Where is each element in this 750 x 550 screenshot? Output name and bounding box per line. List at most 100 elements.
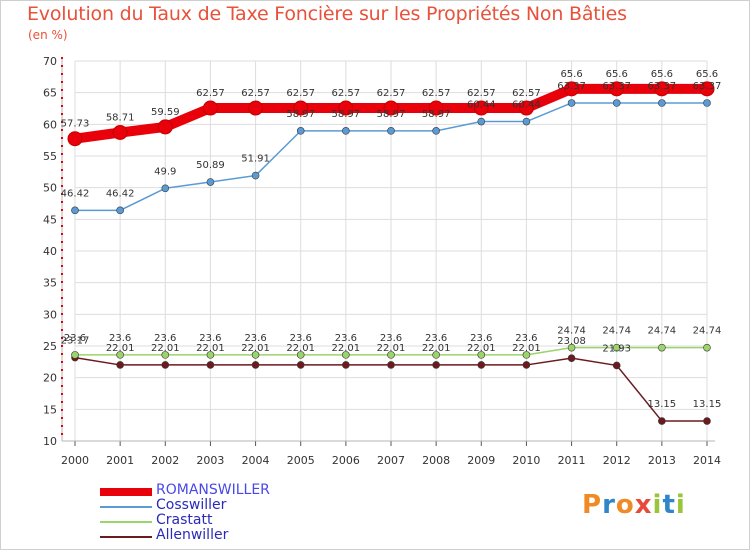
data-label: 23.6 bbox=[64, 333, 86, 344]
logo-letter: o bbox=[615, 490, 635, 520]
data-label: 22.01 bbox=[151, 343, 180, 354]
data-point bbox=[432, 351, 440, 359]
logo-letter: x bbox=[634, 490, 653, 520]
data-label: 60.44 bbox=[512, 100, 541, 111]
data-point bbox=[206, 361, 215, 369]
data-label: 13.15 bbox=[693, 399, 722, 410]
data-point bbox=[477, 351, 486, 359]
data-point bbox=[567, 99, 576, 107]
y-tick-label: 60 bbox=[43, 118, 57, 131]
data-label: 23.17 bbox=[61, 336, 90, 347]
data-point bbox=[116, 206, 124, 215]
x-tick-label: 2006 bbox=[332, 454, 360, 467]
data-point bbox=[432, 361, 440, 369]
logo-letter: t bbox=[662, 490, 676, 520]
data-point bbox=[161, 184, 170, 193]
x-tick-label: 2007 bbox=[377, 454, 405, 467]
data-point bbox=[567, 343, 576, 352]
data-point bbox=[338, 100, 354, 116]
data-point bbox=[609, 81, 625, 97]
data-point bbox=[383, 100, 399, 116]
data-label: 24.74 bbox=[648, 326, 677, 337]
data-label: 23.6 bbox=[244, 333, 266, 344]
data-point bbox=[296, 361, 305, 369]
data-label: 23.6 bbox=[425, 333, 447, 344]
data-point bbox=[251, 351, 260, 359]
data-label: 22.01 bbox=[467, 343, 496, 354]
y-tick-label: 10 bbox=[43, 435, 57, 448]
data-label: 23.6 bbox=[154, 333, 176, 344]
y-tick-label: 65 bbox=[43, 87, 57, 100]
data-point bbox=[116, 361, 124, 369]
data-point bbox=[342, 127, 350, 135]
data-point bbox=[248, 100, 264, 116]
y-tick-label: 55 bbox=[43, 150, 57, 163]
y-tick-label: 15 bbox=[43, 403, 57, 416]
data-label: 63.37 bbox=[602, 81, 631, 92]
data-point bbox=[703, 343, 711, 352]
data-label: 22.01 bbox=[106, 343, 135, 354]
y-tick-label: 70 bbox=[43, 55, 57, 68]
x-tick-label: 2011 bbox=[558, 454, 586, 467]
y-tick-label: 40 bbox=[43, 245, 57, 258]
data-label: 23.6 bbox=[109, 333, 131, 344]
x-tick-label: 2002 bbox=[151, 454, 179, 467]
x-tick-label: 2012 bbox=[603, 454, 631, 467]
data-point bbox=[654, 81, 670, 97]
data-point bbox=[699, 81, 715, 97]
data-label: 58.71 bbox=[106, 113, 135, 124]
data-label: 57.73 bbox=[61, 119, 90, 130]
data-label-layer: 57.73 58.71 59.59 62.57 62.57 62.57 62.57 62.57… bbox=[61, 69, 722, 410]
data-point bbox=[703, 417, 711, 425]
data-label: 62.57 bbox=[467, 88, 496, 99]
data-label: 22.01 bbox=[422, 343, 451, 354]
legend-swatch bbox=[100, 488, 152, 496]
data-label: 22.01 bbox=[241, 343, 270, 354]
logo-letter: P bbox=[582, 490, 603, 520]
data-point bbox=[612, 99, 621, 107]
data-point bbox=[296, 351, 305, 359]
data-label: 23.6 bbox=[199, 333, 221, 344]
data-point bbox=[518, 100, 534, 116]
data-label: 65.6 bbox=[651, 69, 673, 80]
x-tick-label: 2010 bbox=[512, 454, 540, 467]
x-tick-label: 2014 bbox=[693, 454, 721, 467]
y-tick-label: 45 bbox=[43, 213, 57, 226]
y-tick-label: 25 bbox=[43, 340, 57, 353]
legend-swatch bbox=[100, 506, 152, 508]
data-point bbox=[206, 351, 215, 359]
legend-label: Cosswiller bbox=[156, 497, 227, 513]
data-point bbox=[206, 178, 215, 186]
data-point bbox=[658, 343, 666, 352]
series-layer bbox=[67, 81, 715, 425]
data-label: 63.37 bbox=[648, 81, 677, 92]
data-point bbox=[387, 361, 395, 369]
data-point bbox=[477, 361, 486, 369]
x-tick-label: 2001 bbox=[106, 454, 134, 467]
data-label: 50.89 bbox=[196, 160, 225, 171]
x-tick-label: 2013 bbox=[648, 454, 676, 467]
data-point bbox=[251, 361, 260, 369]
data-point bbox=[658, 99, 666, 107]
data-point bbox=[71, 206, 79, 215]
data-label: 63.37 bbox=[557, 81, 586, 92]
data-label: 21.93 bbox=[602, 343, 631, 354]
data-label: 23.6 bbox=[515, 333, 537, 344]
data-label: 65.6 bbox=[560, 69, 582, 80]
data-point bbox=[703, 99, 711, 107]
data-label: 22.01 bbox=[512, 343, 541, 354]
x-tick-label: 2008 bbox=[422, 454, 450, 467]
legend-swatch bbox=[100, 536, 152, 538]
data-label: 51.91 bbox=[241, 154, 270, 165]
data-point bbox=[157, 119, 173, 135]
data-label: 63.37 bbox=[693, 81, 722, 92]
data-label: 23.08 bbox=[557, 336, 586, 347]
data-label: 23.6 bbox=[335, 333, 357, 344]
data-point bbox=[342, 351, 350, 359]
data-point bbox=[564, 81, 580, 97]
data-point bbox=[522, 351, 531, 359]
unit-label: (en %) bbox=[28, 28, 68, 42]
data-point bbox=[342, 361, 350, 369]
axis-layer: 10 15 20 25 30 35 40 45 50 55 60 65 70 2000 2001 2002 20… bbox=[43, 55, 721, 467]
